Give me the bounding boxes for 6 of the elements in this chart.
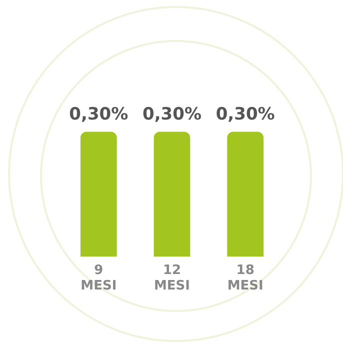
x-tick-label: 9 MESI — [80, 262, 117, 294]
data-label: 0,30% — [216, 104, 275, 125]
data-label: 0,30% — [142, 104, 202, 125]
x-tick-label: 12 MESI — [154, 262, 190, 294]
x-tick-label: 18 MESI — [227, 262, 264, 294]
data-label: 0,30% — [69, 104, 128, 125]
